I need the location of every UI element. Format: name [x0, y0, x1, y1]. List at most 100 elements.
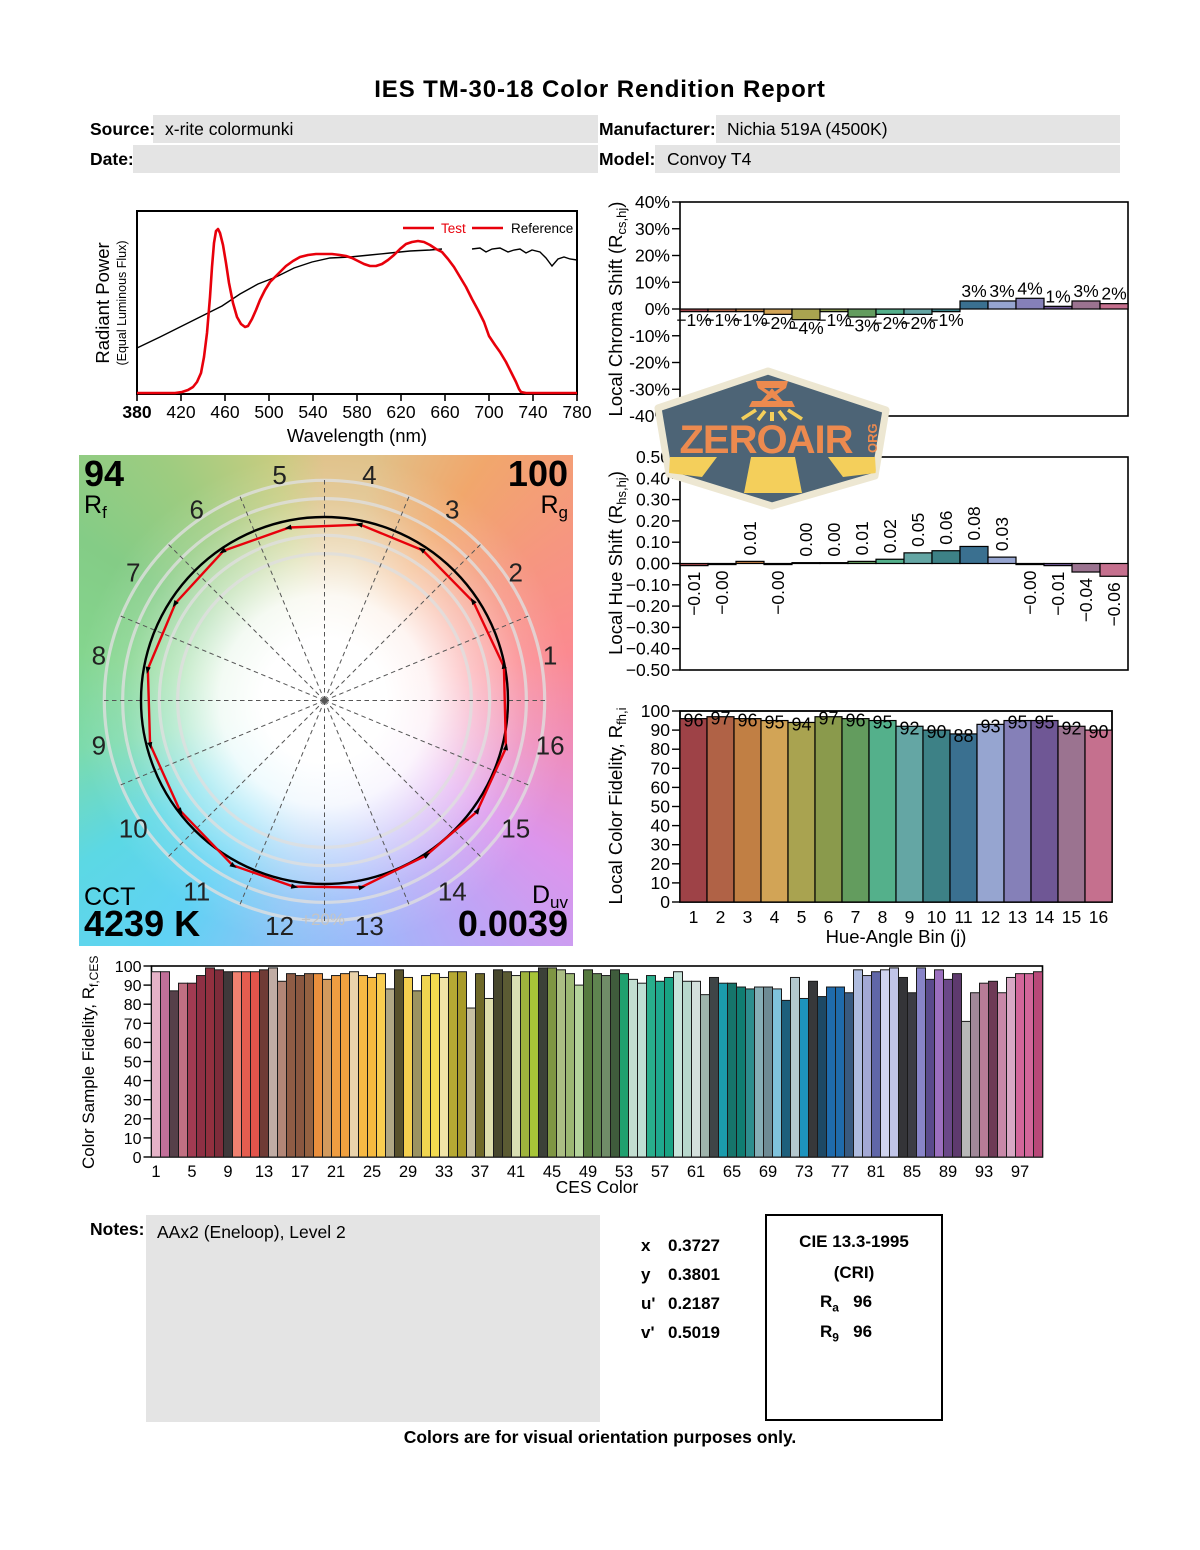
svg-text:90: 90 [651, 720, 671, 740]
svg-text:(Equal Luminous Flux): (Equal Luminous Flux) [115, 240, 129, 365]
svg-text:−3%: −3% [844, 316, 880, 336]
svg-text:580: 580 [342, 402, 371, 422]
svg-text:29: 29 [399, 1163, 417, 1181]
svg-text:6: 6 [189, 494, 203, 524]
svg-text:−0.00: −0.00 [712, 570, 732, 615]
svg-text:95: 95 [872, 713, 892, 733]
svg-text:3%: 3% [961, 281, 986, 301]
svg-text:0: 0 [660, 892, 670, 912]
svg-text:Local Chroma Shift (Rcs,hj): Local Chroma Shift (Rcs,hj) [605, 202, 629, 417]
svg-text:−1%: −1% [676, 310, 712, 330]
svg-text:−2%: −2% [760, 313, 796, 333]
svg-text:20: 20 [651, 854, 671, 874]
svg-text:−2%: −2% [872, 313, 908, 333]
svg-text:73: 73 [795, 1163, 813, 1181]
svg-text:92: 92 [899, 718, 919, 738]
svg-text:80: 80 [124, 997, 142, 1014]
svg-text:0.00: 0.00 [796, 522, 816, 556]
svg-text:Hue-Angle Bin (j): Hue-Angle Bin (j) [826, 926, 967, 947]
svg-text:3%: 3% [989, 281, 1014, 301]
svg-text:−0.00: −0.00 [768, 570, 788, 615]
svg-text:94: 94 [791, 714, 811, 734]
svg-text:85: 85 [903, 1163, 921, 1181]
svg-text:Test: Test [441, 221, 466, 236]
svg-text:96: 96 [845, 711, 865, 731]
svg-text:10: 10 [651, 873, 671, 893]
svg-text:8: 8 [92, 641, 106, 671]
svg-text:97: 97 [710, 709, 730, 729]
svg-text:700: 700 [474, 402, 503, 422]
svg-text:−1%: −1% [928, 310, 964, 330]
svg-text:Color Sample Fidelity, Rf,CESi: Color Sample Fidelity, Rf,CESi [79, 955, 101, 1169]
svg-text:92: 92 [1061, 718, 1081, 738]
svg-text:15: 15 [1062, 907, 1081, 927]
svg-text:0.10: 0.10 [636, 532, 670, 552]
svg-text:65: 65 [723, 1163, 741, 1181]
svg-text:0.08: 0.08 [964, 506, 984, 540]
svg-text:CES Color: CES Color [556, 1177, 639, 1197]
svg-text:−0.06: −0.06 [1104, 582, 1124, 626]
svg-text:−2%: −2% [900, 313, 936, 333]
svg-text:0%: 0% [645, 299, 670, 319]
svg-text:20%: 20% [635, 246, 670, 266]
svg-text:0: 0 [133, 1150, 142, 1167]
svg-text:500: 500 [254, 402, 283, 422]
svg-text:11: 11 [954, 907, 972, 927]
svg-text:540: 540 [298, 402, 327, 422]
svg-text:96: 96 [683, 711, 703, 731]
svg-text:94: 94 [84, 455, 124, 494]
svg-text:Local Hue Shift (Rhs,hj): Local Hue Shift (Rhs,hj) [605, 471, 629, 655]
svg-text:8: 8 [878, 907, 888, 927]
svg-text:10: 10 [124, 1131, 142, 1148]
svg-text:90: 90 [124, 978, 142, 995]
svg-text:70: 70 [124, 1016, 142, 1033]
svg-text:6: 6 [824, 907, 834, 927]
svg-text:−0.20: −0.20 [626, 596, 671, 616]
svg-text:77: 77 [831, 1163, 849, 1181]
svg-text:30: 30 [651, 835, 671, 855]
svg-text:40: 40 [124, 1074, 142, 1091]
svg-text:100: 100 [508, 455, 568, 494]
svg-text:60: 60 [124, 1035, 142, 1052]
svg-text:57: 57 [651, 1163, 669, 1181]
svg-text:0.00: 0.00 [824, 522, 844, 556]
svg-text:0.0039: 0.0039 [458, 903, 568, 944]
svg-text:4239 K: 4239 K [84, 903, 200, 944]
svg-text:7: 7 [851, 907, 861, 927]
svg-text:CCT: CCT [84, 883, 135, 911]
svg-text:0.03: 0.03 [992, 517, 1012, 551]
svg-text:Rf: Rf [84, 491, 107, 522]
svg-text:0.00: 0.00 [636, 554, 670, 574]
svg-text:−1%: −1% [816, 310, 852, 330]
svg-text:95: 95 [1034, 713, 1054, 733]
svg-text:Wavelength (nm): Wavelength (nm) [287, 425, 427, 446]
svg-text:60: 60 [651, 777, 671, 797]
svg-text:25: 25 [363, 1163, 381, 1181]
svg-text:9: 9 [223, 1163, 232, 1181]
svg-text:1: 1 [151, 1163, 160, 1181]
svg-text:Local Color Fidelity, Rfh,i: Local Color Fidelity, Rfh,i [605, 707, 629, 904]
svg-text:−0.00: −0.00 [1020, 570, 1040, 615]
svg-text:80: 80 [651, 739, 671, 759]
svg-text:1: 1 [689, 907, 699, 927]
svg-text:97: 97 [818, 709, 838, 729]
svg-text:95: 95 [764, 713, 784, 733]
svg-text:12: 12 [265, 911, 294, 941]
svg-text:90: 90 [926, 722, 946, 742]
svg-text:49: 49 [579, 1163, 597, 1181]
svg-text:620: 620 [386, 402, 415, 422]
svg-text:−0.40: −0.40 [626, 639, 671, 659]
svg-text:−1%: −1% [704, 310, 740, 330]
svg-text:−0.01: −0.01 [1048, 572, 1068, 616]
svg-text:50: 50 [651, 797, 671, 817]
svg-text:4%: 4% [1017, 278, 1042, 298]
svg-text:16: 16 [1089, 907, 1108, 927]
svg-text:95: 95 [1007, 713, 1027, 733]
svg-text:ZEROAIR: ZEROAIR [680, 418, 854, 462]
svg-text:9: 9 [905, 907, 915, 927]
svg-text:ORG: ORG [865, 423, 880, 453]
svg-text:-30%: -30% [629, 379, 670, 399]
svg-text:45: 45 [543, 1163, 561, 1181]
svg-text:14: 14 [1035, 907, 1055, 927]
svg-text:−1%: −1% [732, 310, 768, 330]
